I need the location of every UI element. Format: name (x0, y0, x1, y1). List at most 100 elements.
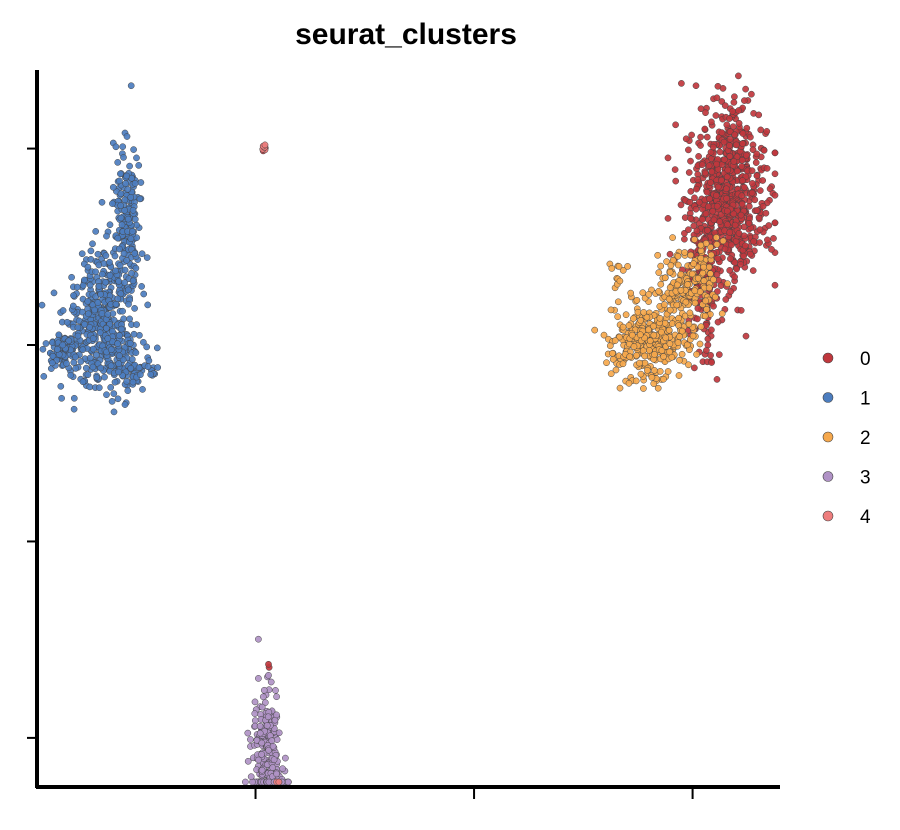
data-point (95, 283, 103, 290)
data-point (607, 370, 615, 378)
data-point (70, 359, 78, 366)
data-point (258, 703, 266, 711)
data-point (656, 368, 664, 375)
data-point (121, 266, 129, 274)
data-point (69, 302, 77, 310)
data-point (133, 154, 140, 162)
data-point (722, 296, 730, 303)
data-point (718, 310, 726, 317)
data-point (111, 252, 119, 260)
data-point (738, 156, 746, 164)
data-point (132, 264, 140, 272)
data-point (112, 267, 119, 275)
data-point (660, 353, 667, 360)
data-point (124, 387, 132, 395)
data-point (127, 364, 135, 372)
data-point (756, 239, 763, 246)
data-point (691, 364, 698, 372)
data-point (692, 82, 700, 90)
data-point (123, 257, 131, 264)
data-point (74, 324, 82, 331)
data-point (107, 346, 115, 354)
data-point (106, 272, 114, 279)
data-point (103, 232, 110, 240)
data-point (89, 363, 97, 371)
data-point (714, 318, 722, 326)
data-point (607, 306, 615, 314)
data-point (729, 108, 736, 115)
data-point (727, 255, 734, 263)
data-point (685, 169, 693, 176)
data-point (625, 379, 633, 387)
data-point (708, 326, 715, 334)
data-point (709, 143, 717, 151)
data-point (247, 736, 254, 743)
data-point (748, 167, 756, 175)
data-point (264, 713, 272, 721)
data-point (614, 298, 622, 306)
data-point (114, 159, 122, 166)
data-point (713, 94, 721, 102)
data-point (708, 168, 716, 176)
data-point (712, 112, 720, 119)
data-point (648, 374, 656, 381)
data-point (137, 371, 144, 379)
data-point (108, 398, 116, 405)
data-point (658, 328, 665, 336)
data-point (697, 133, 704, 141)
series-2-points (591, 234, 731, 392)
data-point (120, 154, 127, 161)
data-point (251, 710, 259, 717)
data-point (129, 378, 137, 386)
data-point (695, 153, 702, 160)
data-point (154, 364, 162, 371)
data-point (739, 140, 747, 147)
data-point (707, 351, 714, 359)
data-point (723, 207, 731, 215)
data-point (109, 183, 117, 191)
data-point (760, 147, 768, 154)
data-point (664, 154, 672, 162)
data-point (591, 326, 599, 334)
data-point (691, 287, 699, 295)
data-point (667, 262, 675, 269)
data-point (77, 358, 85, 365)
data-point (624, 263, 631, 270)
data-point (117, 190, 125, 198)
data-point (600, 331, 608, 339)
data-point (636, 331, 644, 339)
data-point (666, 306, 674, 314)
data-point (131, 215, 139, 223)
data-point (626, 353, 634, 361)
data-point (258, 766, 266, 774)
data-point (636, 359, 643, 367)
points-layer (38, 72, 779, 786)
data-point (735, 119, 743, 127)
data-point (674, 252, 682, 260)
data-point (666, 348, 673, 356)
data-point (737, 307, 745, 314)
data-point (694, 274, 702, 282)
data-point (126, 315, 133, 323)
data-point (675, 314, 683, 322)
data-point (669, 234, 676, 241)
data-point (714, 82, 722, 90)
data-point (708, 359, 715, 366)
data-point (40, 373, 48, 380)
data-point (650, 331, 658, 339)
data-point (739, 177, 746, 184)
data-point (685, 320, 693, 328)
data-point (48, 359, 56, 367)
data-point (153, 344, 161, 352)
data-point (743, 124, 751, 132)
data-point (751, 196, 759, 204)
data-point (741, 184, 748, 191)
data-point (275, 778, 283, 786)
data-point (741, 242, 749, 250)
data-point (117, 202, 125, 209)
data-point (130, 146, 137, 153)
data-point (127, 194, 135, 201)
data-point (676, 356, 683, 364)
data-point (665, 326, 673, 334)
data-point (697, 241, 705, 249)
